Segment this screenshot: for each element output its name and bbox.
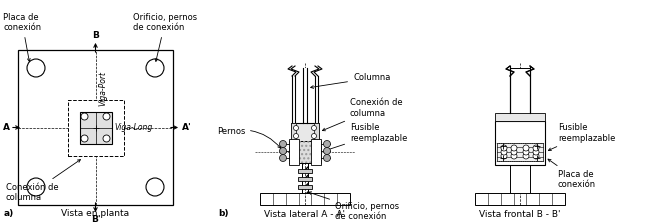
Circle shape xyxy=(501,153,507,159)
Text: Conexión de
columna: Conexión de columna xyxy=(322,98,402,131)
Bar xyxy=(289,141,321,163)
Text: Placa de
conexión: Placa de conexión xyxy=(548,159,596,189)
Text: Viga-Port: Viga-Port xyxy=(99,70,107,105)
Circle shape xyxy=(511,153,517,159)
Bar xyxy=(298,169,312,173)
Text: Pernos: Pernos xyxy=(216,126,281,148)
Bar xyxy=(314,123,319,141)
Text: Conexión de
columna: Conexión de columna xyxy=(6,160,81,202)
Bar xyxy=(295,68,315,123)
Circle shape xyxy=(523,153,529,159)
Circle shape xyxy=(511,145,517,151)
Circle shape xyxy=(280,147,287,155)
Bar xyxy=(68,99,124,155)
Text: B': B' xyxy=(91,215,100,223)
Text: Fusible
reemplazable: Fusible reemplazable xyxy=(549,123,616,151)
Circle shape xyxy=(294,126,298,130)
Text: Columna: Columna xyxy=(311,74,391,88)
Circle shape xyxy=(311,126,317,130)
Text: B: B xyxy=(92,31,99,41)
Bar xyxy=(510,68,530,193)
Circle shape xyxy=(103,135,110,142)
Circle shape xyxy=(146,59,164,77)
Circle shape xyxy=(511,149,517,155)
Bar xyxy=(79,112,112,143)
Bar xyxy=(495,113,545,121)
Bar xyxy=(289,139,299,165)
Circle shape xyxy=(501,149,507,155)
Circle shape xyxy=(311,134,317,138)
Text: a): a) xyxy=(4,209,14,218)
Text: b): b) xyxy=(218,209,229,218)
Bar xyxy=(495,121,545,165)
Bar xyxy=(260,193,350,205)
Text: Vista lateral A - A': Vista lateral A - A' xyxy=(265,210,346,219)
Bar xyxy=(298,177,312,181)
Circle shape xyxy=(324,147,330,155)
Circle shape xyxy=(27,59,45,77)
Bar xyxy=(291,123,319,141)
Text: Placa de
conexión: Placa de conexión xyxy=(3,13,41,61)
Text: Vista frontal B - B': Vista frontal B - B' xyxy=(479,210,561,219)
Text: Orificio, pernos
de conexión: Orificio, pernos de conexión xyxy=(133,13,197,61)
Bar xyxy=(475,193,565,205)
Bar xyxy=(311,139,321,165)
Text: Vista en planta: Vista en planta xyxy=(62,209,129,218)
Text: Fusible
reemplazable: Fusible reemplazable xyxy=(324,123,408,151)
Circle shape xyxy=(324,140,330,147)
Circle shape xyxy=(103,113,110,120)
Circle shape xyxy=(533,145,539,151)
Circle shape xyxy=(280,140,287,147)
Text: Orificio, pernos
de conexión: Orificio, pernos de conexión xyxy=(309,192,399,221)
Circle shape xyxy=(81,135,88,142)
Bar xyxy=(298,185,312,189)
Circle shape xyxy=(523,149,529,155)
Circle shape xyxy=(523,145,529,151)
Circle shape xyxy=(27,178,45,196)
Text: Viga-Long: Viga-Long xyxy=(114,123,153,132)
Circle shape xyxy=(280,155,287,161)
Bar xyxy=(497,143,543,161)
Bar xyxy=(302,163,308,193)
Circle shape xyxy=(533,149,539,155)
Circle shape xyxy=(533,153,539,159)
Circle shape xyxy=(294,134,298,138)
Text: A: A xyxy=(3,123,10,132)
Bar xyxy=(291,123,296,141)
Circle shape xyxy=(146,178,164,196)
Text: A': A' xyxy=(182,123,192,132)
Bar xyxy=(302,163,308,193)
Bar xyxy=(18,50,173,205)
Circle shape xyxy=(81,113,88,120)
Bar xyxy=(289,141,321,163)
Circle shape xyxy=(501,145,507,151)
Circle shape xyxy=(324,155,330,161)
